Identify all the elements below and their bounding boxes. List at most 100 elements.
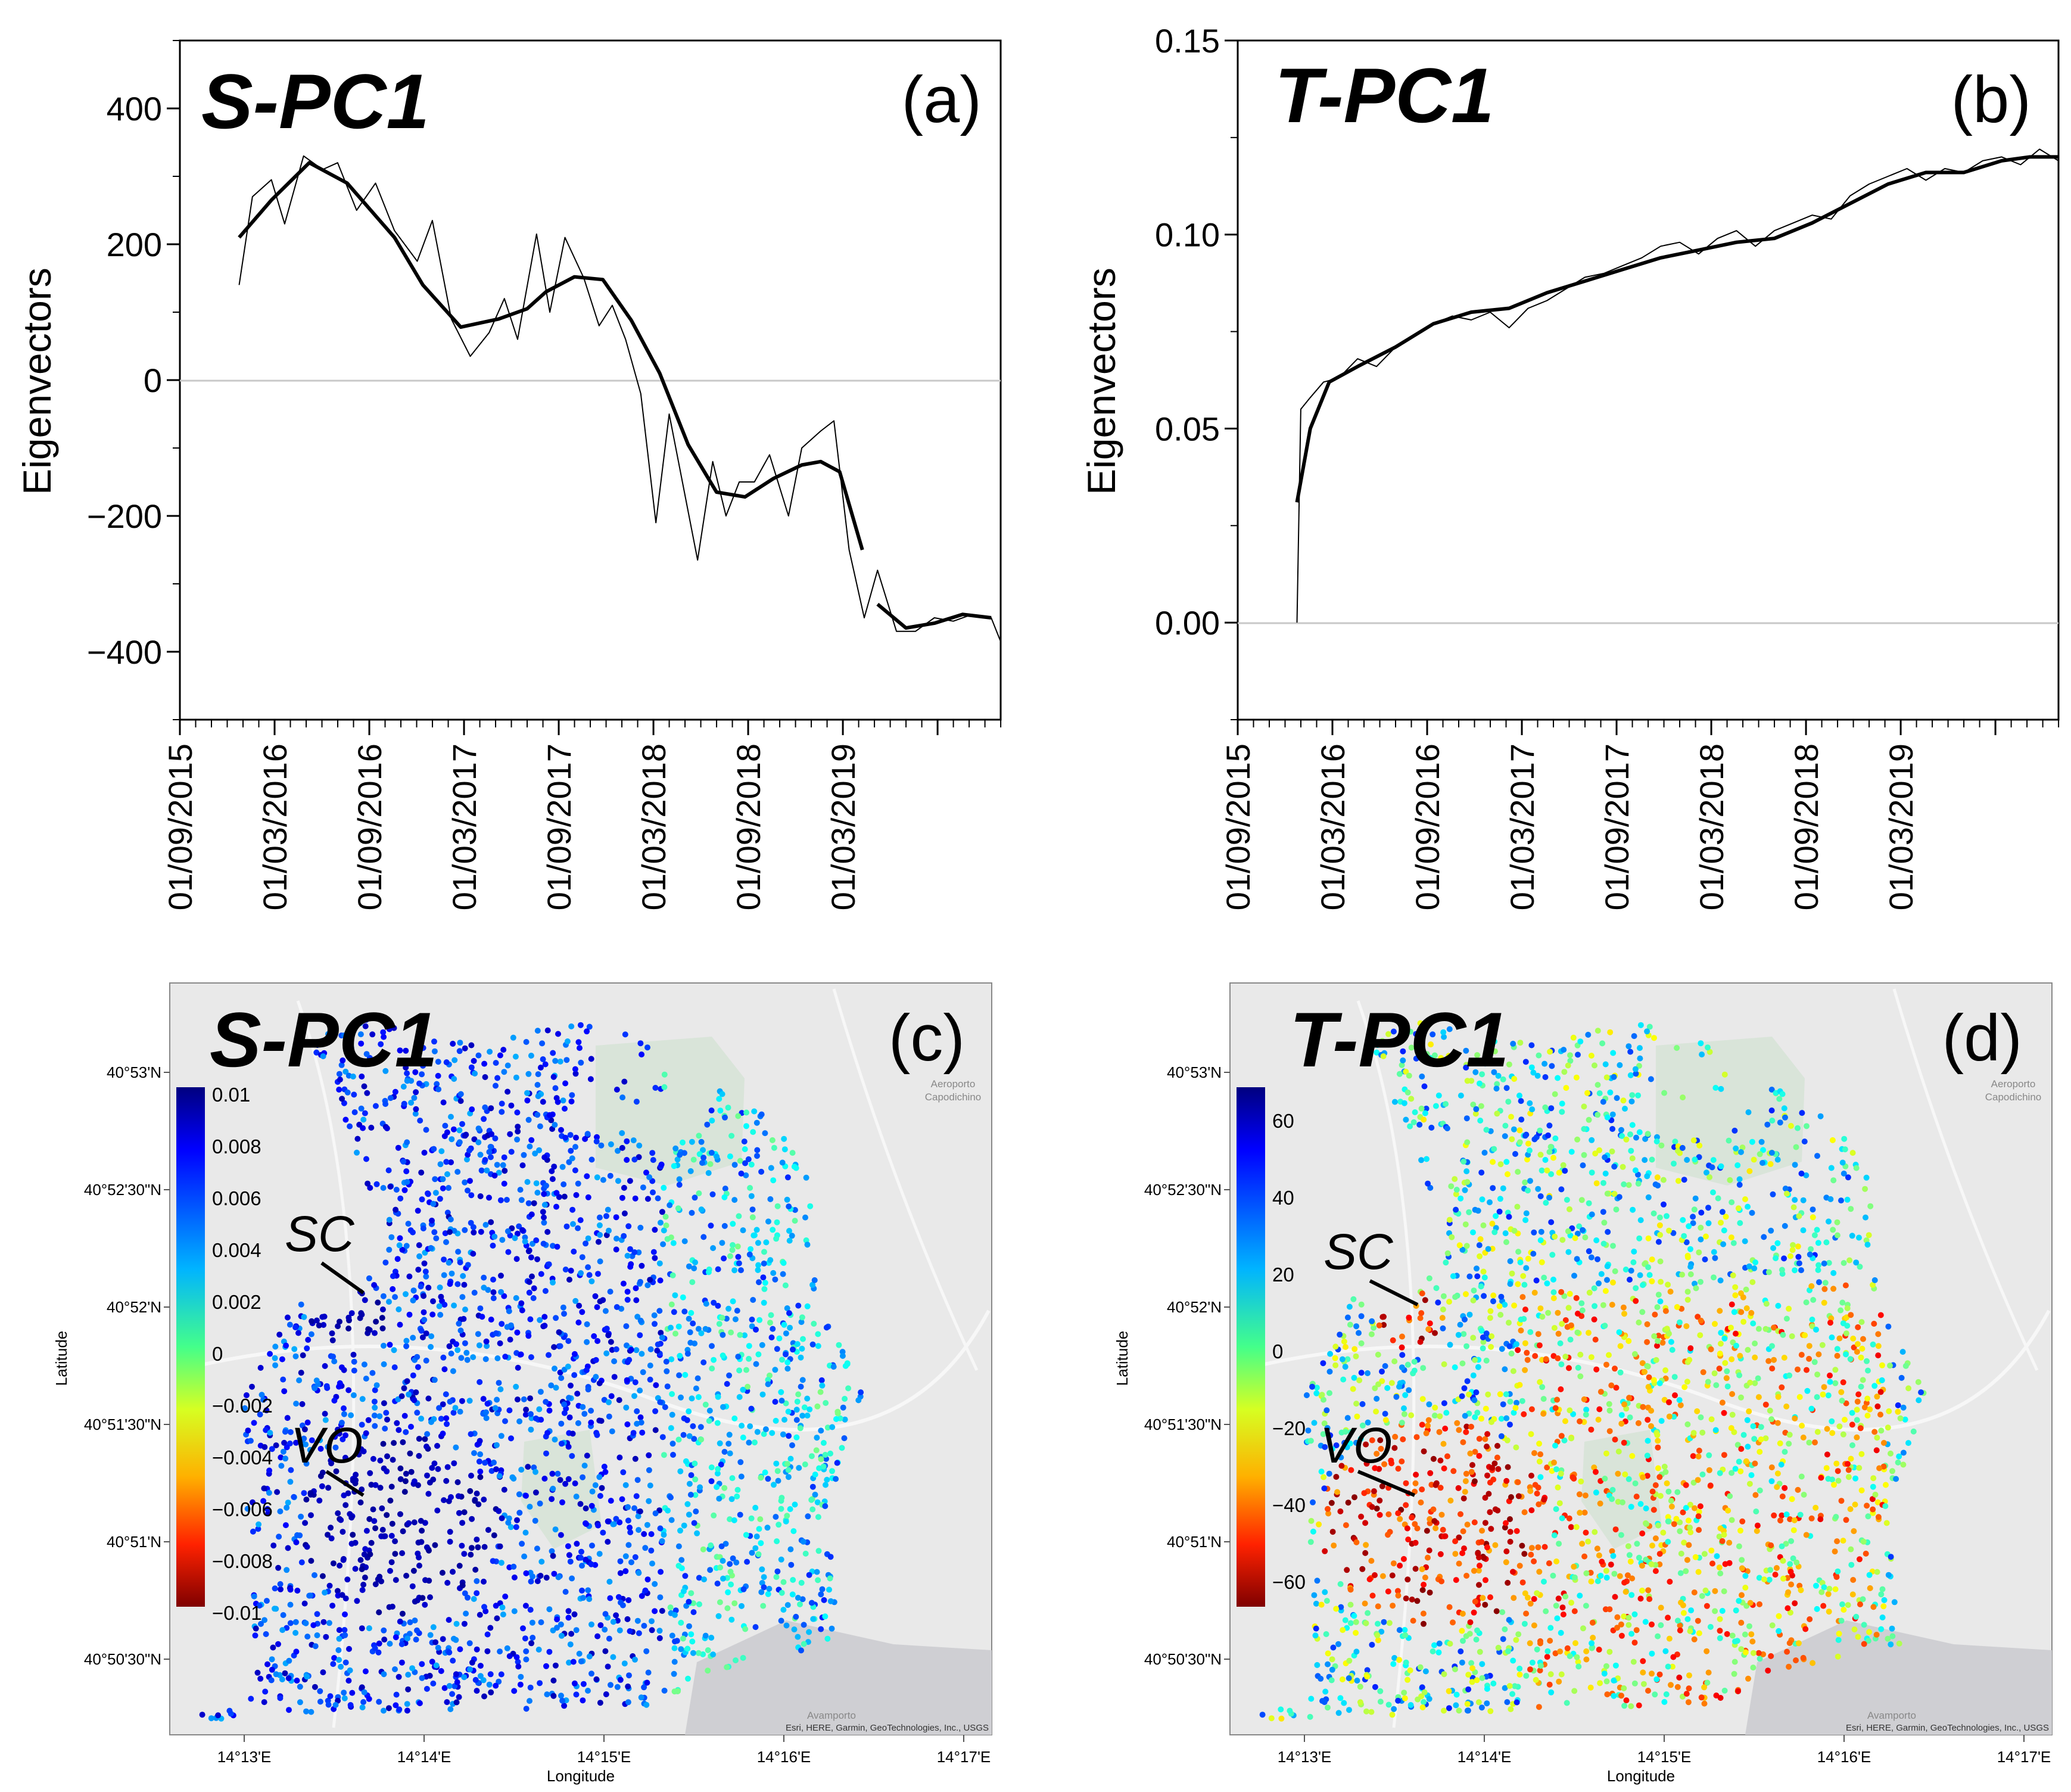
ps-point [541,1219,547,1226]
ps-point [1592,1336,1599,1343]
ps-point [1565,1305,1572,1311]
ps-point [1681,1539,1687,1546]
ps-point [1346,1675,1352,1681]
ps-point [1763,1301,1770,1307]
deformation-points-d [1259,1012,1927,1722]
ps-point [815,1577,821,1583]
ps-point [616,1454,623,1461]
ps-point [494,1162,500,1168]
ps-point [798,1319,805,1326]
ps-point [422,1601,428,1608]
ps-point [394,1420,400,1426]
ps-point [668,1425,674,1432]
lon-tick-label: 14°17'E [937,1748,991,1766]
ps-point [586,1023,593,1030]
ps-point [398,1659,405,1666]
ps-point [437,1312,444,1318]
ps-point [1316,1521,1322,1527]
ps-point [376,1698,382,1705]
ps-point [1864,1395,1871,1402]
ps-point [571,1248,577,1255]
ps-point [492,1135,499,1141]
ps-point [477,1152,484,1158]
ps-point [624,1616,631,1622]
ps-point [1632,1480,1639,1486]
ps-point [1726,1137,1732,1144]
ps-point [834,1460,840,1466]
ps-point [248,1695,254,1702]
ps-point [1758,1424,1764,1430]
ps-point [1646,1374,1652,1380]
ps-point [1448,1183,1455,1190]
annotation-sc-c: SC [285,1206,355,1262]
ps-point [1278,1706,1284,1713]
ps-point [1779,1543,1785,1550]
ps-point [388,1234,395,1240]
ps-point [457,1327,464,1334]
ps-point [1589,1211,1595,1218]
ps-point [1651,1035,1657,1041]
ps-point [1422,1110,1428,1116]
ps-point [531,1285,537,1292]
ps-point [1555,1595,1562,1602]
ps-point [286,1657,292,1664]
ps-point [671,1670,677,1677]
ps-point [583,1367,590,1373]
ps-point [548,1382,555,1389]
ps-point [468,1551,474,1558]
ps-point [304,1544,310,1550]
ps-point [353,1477,359,1483]
ps-point [652,1255,658,1261]
ps-point [415,1208,421,1214]
ps-point [449,1136,455,1143]
ps-point [1322,1444,1328,1450]
ps-point [362,1023,369,1029]
ps-point [1597,1500,1603,1507]
ps-point [588,1621,594,1628]
ps-point [706,1266,712,1273]
ps-point [625,1699,631,1706]
ps-point [1456,1534,1462,1541]
ps-point [1573,1074,1580,1081]
ps-point [783,1400,789,1407]
ps-point [1773,1255,1779,1261]
ps-point [1834,1352,1840,1359]
ps-point [1704,1679,1711,1686]
ps-point [1870,1341,1876,1348]
ps-point [1645,1235,1652,1242]
ps-point [393,1702,399,1709]
ps-point [569,1430,576,1437]
ps-point [1729,1411,1736,1418]
ps-point [647,1362,653,1369]
ps-point [1838,1617,1845,1624]
ps-point [1440,1293,1447,1299]
ps-point [603,1326,610,1332]
ps-point [1767,1567,1774,1573]
ps-point [1863,1550,1869,1557]
ps-point [667,1604,674,1611]
ps-point [571,1372,578,1379]
ps-point [728,1496,735,1502]
ps-point [287,1586,294,1593]
ps-point [1717,1470,1723,1476]
ps-point [1564,1645,1571,1651]
map-attribution-c: Esri, HERE, Garmin, GeoTechnologies, Inc… [786,1723,989,1733]
ps-point [686,1480,693,1487]
ps-point [1796,1394,1803,1400]
ps-point [724,1605,731,1611]
ps-point [1743,1305,1750,1311]
ps-point [654,1348,661,1354]
ps-point [1369,1437,1375,1443]
ps-point [1621,1439,1627,1446]
ps-point [447,1229,453,1235]
road-c [178,1309,991,1432]
ps-point [461,1509,468,1516]
ps-point [1474,1265,1480,1272]
ps-point [716,1321,722,1327]
ps-point [1649,1542,1655,1549]
ps-point [532,1150,538,1157]
ps-point [1793,1657,1799,1663]
ps-point [834,1410,841,1417]
ps-point [323,1383,330,1389]
ps-point [406,1273,413,1280]
